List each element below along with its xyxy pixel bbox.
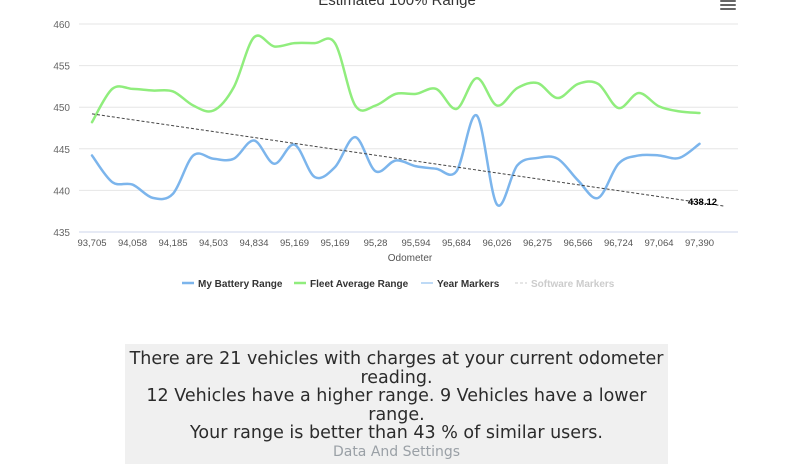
y-tick-label: 455 <box>53 62 70 73</box>
x-axis-title: Odometer <box>388 253 433 264</box>
range-chart: Estimated 100% Range 435 440 445 450 455 460 93… <box>53 0 738 290</box>
x-tick-label: 94,834 <box>239 238 268 249</box>
x-tick-label: 94,503 <box>199 238 228 249</box>
summary-line-3: 12 Vehicles have a higher range. 9 Vehic… <box>146 386 647 406</box>
summary-line-1: There are 21 vehicles with charges at yo… <box>129 349 664 369</box>
y-tick-label: 435 <box>53 228 70 239</box>
summary-line-4: range. <box>368 404 425 425</box>
x-tick-label: 96,724 <box>604 238 633 249</box>
chart-title: Estimated 100% Range <box>318 0 476 9</box>
x-tick-label: 94,058 <box>118 238 147 249</box>
x-tick-label: 97,390 <box>685 238 714 249</box>
trend-line <box>91 113 724 207</box>
data-settings-link[interactable]: Data And Settings <box>332 443 461 460</box>
legend-label-1: My Battery Range <box>198 279 283 290</box>
y-tick-label: 460 <box>53 20 70 31</box>
x-tick-label: 95,594 <box>401 238 430 249</box>
x-tick-label: 95,684 <box>442 238 471 249</box>
legend-label-2: Fleet Average Range <box>310 279 409 290</box>
summary-line-5: Your range is better than 43 % of simila… <box>190 423 603 443</box>
x-tick-label: 93,705 <box>77 238 106 249</box>
summary-box: There are 21 vehicles with charges at yo… <box>125 344 668 464</box>
x-tick-label: 94,185 <box>158 238 187 249</box>
summary-line-2: reading. <box>360 367 433 388</box>
chart-svg: Estimated 100% Range 435 440 445 450 455 460 93… <box>53 0 738 290</box>
x-tick-label: 95,28 <box>364 238 388 249</box>
x-tick-label: 95,169 <box>320 238 349 249</box>
series-line-2 <box>90 34 701 124</box>
y-tick-label: 445 <box>53 145 70 156</box>
x-tick-label: 96,026 <box>482 238 511 249</box>
series-line-1 <box>90 114 701 207</box>
trend-annotation: 438.12 <box>688 197 717 208</box>
legend-label-3: Year Markers <box>437 279 500 290</box>
hamburger-menu-icon[interactable] <box>720 0 736 10</box>
x-tick-label: 95,169 <box>280 238 309 249</box>
x-tick-label: 97,064 <box>644 238 673 249</box>
legend-label-4: Software Markers <box>531 279 615 290</box>
x-tick-label: 96,566 <box>563 238 592 249</box>
y-tick-label: 440 <box>53 186 70 197</box>
x-tick-label: 96,275 <box>523 238 552 249</box>
y-tick-label: 450 <box>53 103 70 114</box>
